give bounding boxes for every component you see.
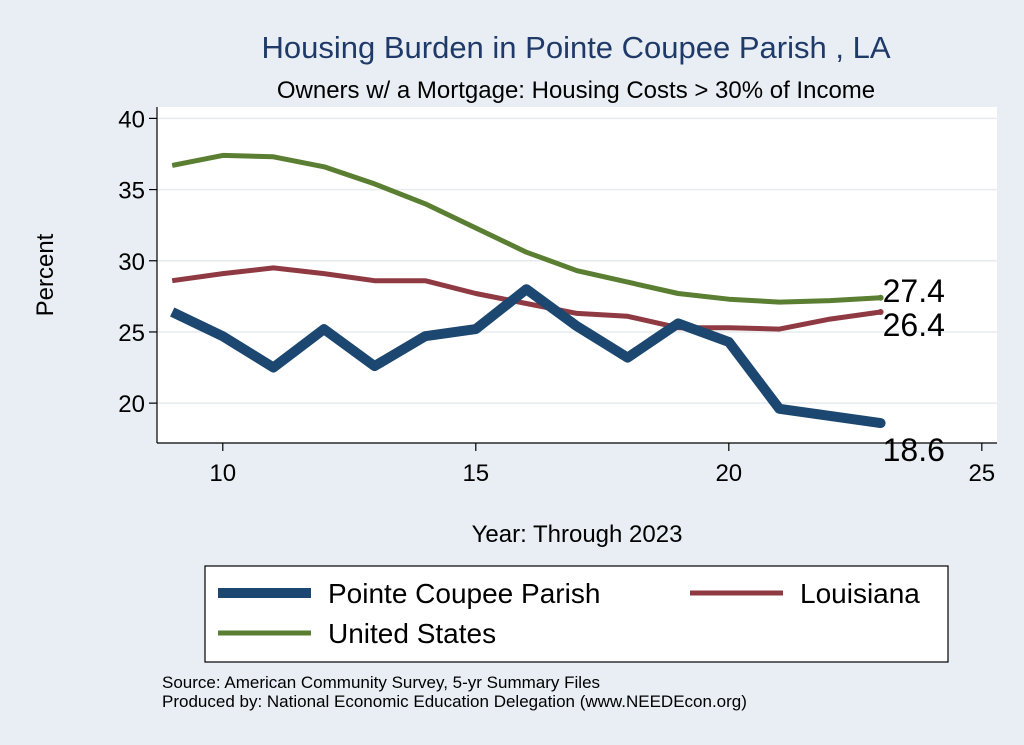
series-end-label: 27.4: [883, 273, 945, 309]
x-tick-label: 10: [209, 460, 236, 487]
y-tick-label: 30: [118, 249, 145, 276]
legend-label: Pointe Coupee Parish: [328, 578, 600, 609]
y-tick-label: 25: [118, 320, 145, 347]
chart-title: Housing Burden in Pointe Coupee Parish ,…: [261, 30, 890, 65]
y-tick-label: 35: [118, 178, 145, 205]
series-end-marker: [875, 418, 886, 429]
series-lines: [170, 152, 886, 429]
series-line: [171, 265, 881, 332]
axis-ticks: 20 25 30 35 40 10 15 20 25: [118, 106, 995, 487]
legend-label: United States: [328, 618, 496, 649]
x-axis-title: Year: Through 2023: [472, 521, 683, 548]
series-line: [170, 284, 882, 429]
series-line: [171, 152, 881, 305]
x-tick-label: 25: [968, 460, 995, 487]
legend-box: [204, 565, 949, 663]
producer-note: Produced by: National Economic Education…: [162, 692, 747, 711]
series-end-label: 18.6: [883, 432, 945, 468]
y-tick-label: 40: [118, 106, 145, 133]
series-end-marker: [877, 309, 884, 316]
legend: Pointe Coupee Parish Louisiana United Stat…: [218, 578, 920, 649]
x-tick-label: 20: [715, 460, 742, 487]
y-tick-label: 20: [118, 391, 145, 418]
series-end-label: 26.4: [883, 307, 945, 343]
chart-subtitle: Owners w/ a Mortgage: Housing Costs > 30…: [277, 77, 875, 104]
x-tick-label: 15: [462, 460, 489, 487]
series-end-marker: [877, 294, 884, 301]
source-note: Source: American Community Survey, 5-yr …: [162, 673, 600, 692]
y-axis-title: Percent: [32, 233, 59, 316]
end-labels: 18.6 26.427.4: [883, 273, 945, 468]
legend-label: Louisiana: [800, 578, 920, 609]
